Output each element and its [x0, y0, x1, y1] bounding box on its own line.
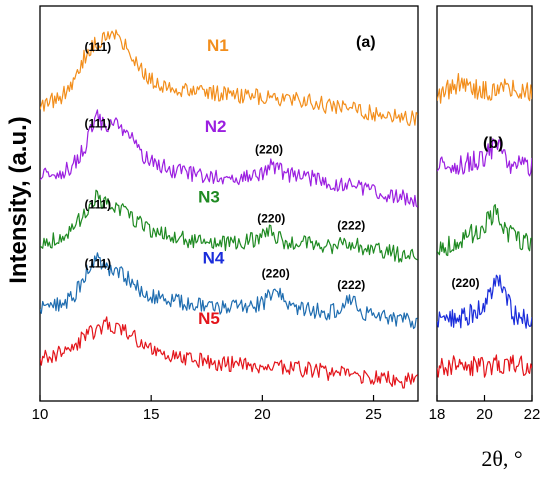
series-name-n4: N4: [203, 249, 225, 268]
panel-a: (111) (111) (220) (111) (220) (222) (111) (220)…: [32, 5, 419, 423]
panel-a-peak-label: (222): [337, 278, 365, 292]
panel-b-x-tick-label: 22: [524, 406, 541, 423]
panel-b-series-n5-line: [437, 354, 532, 378]
panel-b-series-n4-line: [437, 274, 532, 329]
panel-a-x-tick-label: 10: [32, 406, 49, 423]
panel-b-x-tick-label: 18: [429, 406, 446, 423]
panel-a-peak-label: (111): [84, 40, 111, 54]
panel-a-peak-label: (220): [255, 143, 283, 157]
panel-a-frame: [39, 5, 419, 402]
panel-a-series-n1-line: [40, 29, 418, 127]
series-name-n3: N3: [198, 188, 220, 207]
panel-a-peak-label: (111): [84, 257, 111, 271]
y-axis-label: Intensity, (a.u.): [5, 116, 32, 284]
panel-a-series-n2-line: [40, 109, 418, 208]
panel-b-label: (b): [483, 135, 503, 152]
panel-a-peak-label: (222): [337, 219, 365, 233]
panel-a-peak-label: (111): [84, 197, 111, 211]
panel-b-series-n2-line: [437, 138, 532, 177]
series-name-n1: N1: [207, 36, 229, 55]
panel-b-series-n3-line: [437, 204, 532, 257]
panel-a-x-tick-label: 20: [254, 406, 271, 423]
panel-b-series-n1-line: [437, 73, 532, 104]
series-name-n2: N2: [205, 117, 227, 136]
panel-a-x-tick-label: 25: [365, 406, 382, 423]
panel-a-peak-label: (220): [262, 266, 290, 280]
panel-a-series-n3-line: [40, 189, 418, 263]
panel-b: (220) 18 20 22 (b): [429, 5, 541, 423]
panel-a-series-n5-line: [40, 316, 418, 389]
x-axis-label: 2θ, °: [481, 446, 522, 471]
panel-a-series-n4-line: [40, 252, 418, 330]
panel-a-peak-label: (111): [84, 116, 111, 130]
series-name-n5: N5: [198, 309, 220, 328]
panel-a-peak-label: (220): [257, 212, 285, 226]
panel-b-x-tick-label: 20: [476, 406, 493, 423]
panel-a-x-tick-label: 15: [143, 406, 160, 423]
panel-b-peak-label: (220): [451, 276, 479, 290]
panel-a-label: (a): [356, 34, 376, 51]
